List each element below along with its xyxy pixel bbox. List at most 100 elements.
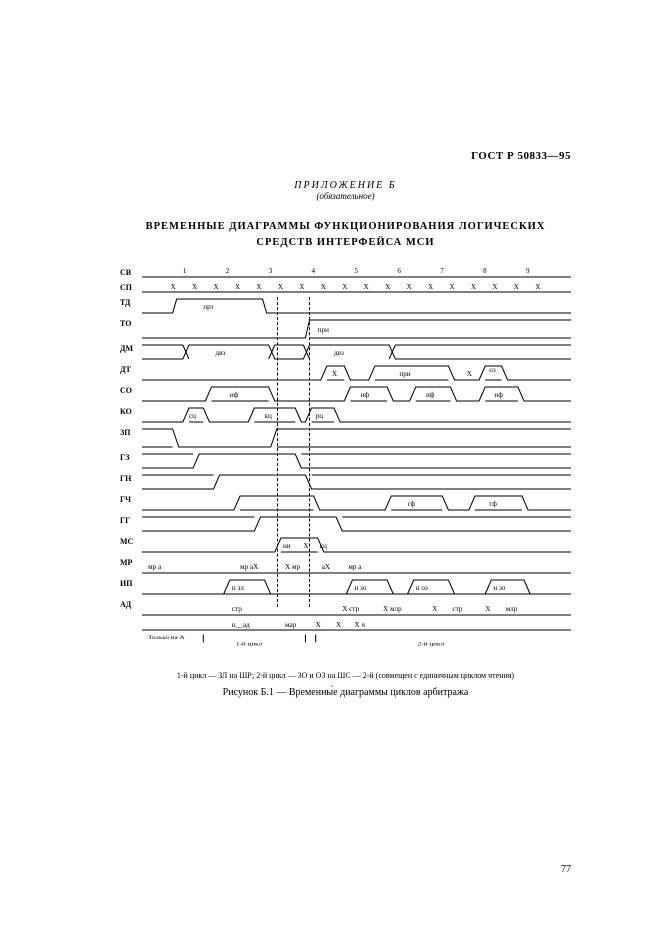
svg-text:Х: Х: [407, 283, 412, 291]
row-so: СО иф иф иф иф: [120, 383, 571, 403]
label-ms: МС: [120, 534, 142, 546]
wave-td: прз: [142, 295, 571, 315]
svg-text:Х: Х: [278, 283, 283, 291]
figure-caption: Рисунок Б.1 — Временны́е диаграммы цикло…: [120, 687, 571, 698]
label-gch: ГЧ: [120, 492, 142, 504]
svg-text:Х стр: Х стр: [342, 605, 359, 613]
svg-text:н оз: н оз: [416, 584, 428, 592]
label-ko: КО: [120, 404, 142, 416]
page-number: 77: [561, 864, 571, 875]
svg-text:Х: Х: [214, 283, 219, 291]
svg-text:двз: двз: [216, 349, 226, 357]
svg-text:Х: Х: [299, 283, 304, 291]
row-dm: ДМ двз двз: [120, 341, 571, 361]
svg-text:Х: Х: [471, 283, 476, 291]
svg-text:8: 8: [483, 267, 487, 275]
svg-text:Х: Х: [316, 621, 321, 629]
wave-dm: двз двз: [142, 341, 571, 361]
label-sp: СП: [120, 280, 142, 292]
row-gg: ГГ: [120, 513, 571, 533]
timing-diagram: СВ 1 2 3 4 5 6 7 8 9 СП: [120, 265, 571, 647]
row-ad-1: АД стр Х стр Х млр Х стр Х млр: [120, 597, 571, 617]
label-so: СО: [120, 383, 142, 395]
label-dm: ДМ: [120, 341, 142, 353]
svg-text:3: 3: [269, 267, 273, 275]
svg-text:Х: Х: [492, 283, 497, 291]
svg-text:Х: Х: [342, 283, 347, 291]
cycle-brackets: Только на А 1-й цикл 2-й цикл: [142, 633, 571, 647]
svg-text:мар: мар: [285, 621, 297, 629]
label-to: ТО: [120, 316, 142, 328]
wave-ad-1: стр Х стр Х млр Х стр Х млр: [142, 597, 571, 617]
svg-text:Х: Х: [514, 283, 519, 291]
svg-text:4: 4: [312, 267, 316, 275]
wave-ad-2: н__ад мар Х Х Х ч: [142, 618, 571, 632]
row-mr: МР мр а мр аХ Х мр аХ мр а: [120, 555, 571, 575]
row-gn: ГН: [120, 471, 571, 491]
svg-text:Х: Х: [303, 542, 308, 550]
svg-text:2-й цикл: 2-й цикл: [418, 641, 445, 647]
row-td: ТД прз: [120, 295, 571, 315]
row-ip: ИП н зл н зо н оз н зо: [120, 576, 571, 596]
svg-text:мр а: мр а: [348, 563, 362, 571]
svg-text:кц: кц: [265, 412, 273, 420]
svg-text:5: 5: [354, 267, 358, 275]
wave-ip: н зл н зо н оз н зо: [142, 576, 571, 596]
svg-text:Х: Х: [336, 621, 341, 629]
label-sv: СВ: [120, 265, 142, 277]
svg-text:2: 2: [226, 267, 230, 275]
wave-gn: [142, 471, 571, 491]
row-ad-2: н__ад мар Х Х Х ч: [120, 618, 571, 632]
svg-text:Х: Х: [364, 283, 369, 291]
svg-text:рц: рц: [316, 412, 324, 420]
svg-text:Х: Х: [467, 370, 472, 378]
wave-gch: гф гф: [142, 492, 571, 512]
svg-text:при: при: [399, 370, 410, 378]
svg-text:мр аХ: мр аХ: [240, 563, 258, 571]
svg-text:Х: Х: [428, 283, 433, 291]
svg-text:ни: ни: [283, 542, 291, 550]
wave-dt: Х при Х оз: [142, 362, 571, 382]
svg-text:1: 1: [183, 267, 187, 275]
wave-zp: [142, 425, 571, 449]
svg-text:Х: Х: [385, 283, 390, 291]
svg-text:стр: стр: [453, 605, 463, 613]
wave-mr: мр а мр аХ Х мр аХ мр а: [142, 555, 571, 575]
row-dt: ДТ Х при Х оз: [120, 362, 571, 382]
svg-text:Х: Х: [535, 283, 540, 291]
svg-text:Х: Х: [235, 283, 240, 291]
title-line-1: ВРЕМЕННЫЕ ДИАГРАММЫ ФУНКЦИОНИРОВАНИЯ ЛОГ…: [146, 221, 546, 232]
svg-text:н зо: н зо: [493, 584, 505, 592]
svg-text:н__ад: н__ад: [232, 621, 250, 629]
svg-text:сц: сц: [189, 412, 196, 420]
svg-text:н зо: н зо: [354, 584, 366, 592]
svg-text:кц: кц: [320, 542, 328, 550]
svg-text:мр а: мр а: [148, 563, 162, 571]
svg-text:прз: прз: [203, 303, 214, 311]
label-gz: ГЗ: [120, 450, 142, 462]
svg-text:оз: оз: [489, 366, 496, 374]
wave-gg: [142, 513, 571, 533]
label-td: ТД: [120, 295, 142, 307]
label-dt: ДТ: [120, 362, 142, 374]
svg-text:иф: иф: [426, 391, 435, 399]
svg-text:иф: иф: [494, 391, 503, 399]
svg-text:6: 6: [397, 267, 401, 275]
appendix-label: ПРИЛОЖЕНИЕ Б: [120, 180, 571, 191]
svg-text:при: при: [318, 326, 329, 334]
svg-text:млр: млр: [506, 605, 518, 613]
svg-text:иф: иф: [361, 391, 370, 399]
label-ip: ИП: [120, 576, 142, 588]
row-ko: КО сц кц рц: [120, 404, 571, 424]
wave-ms: ни Х кц: [142, 534, 571, 554]
svg-text:Х: Х: [192, 283, 197, 291]
svg-text:7: 7: [440, 267, 444, 275]
wave-sv: 1 2 3 4 5 6 7 8 9: [142, 265, 571, 279]
wave-gz: [142, 450, 571, 470]
row-zp: ЗП: [120, 425, 571, 449]
document-id: ГОСТ Р 50833—95: [120, 150, 571, 162]
row-ms: МС ни Х кц: [120, 534, 571, 554]
svg-text:Х: Х: [332, 370, 337, 378]
title-line-2: СРЕДСТВ ИНТЕРФЕЙСА МСИ: [256, 237, 434, 248]
wave-sp: ХХ ХХ ХХ ХХ ХХ ХХ ХХ ХХ ХХ: [142, 280, 571, 294]
